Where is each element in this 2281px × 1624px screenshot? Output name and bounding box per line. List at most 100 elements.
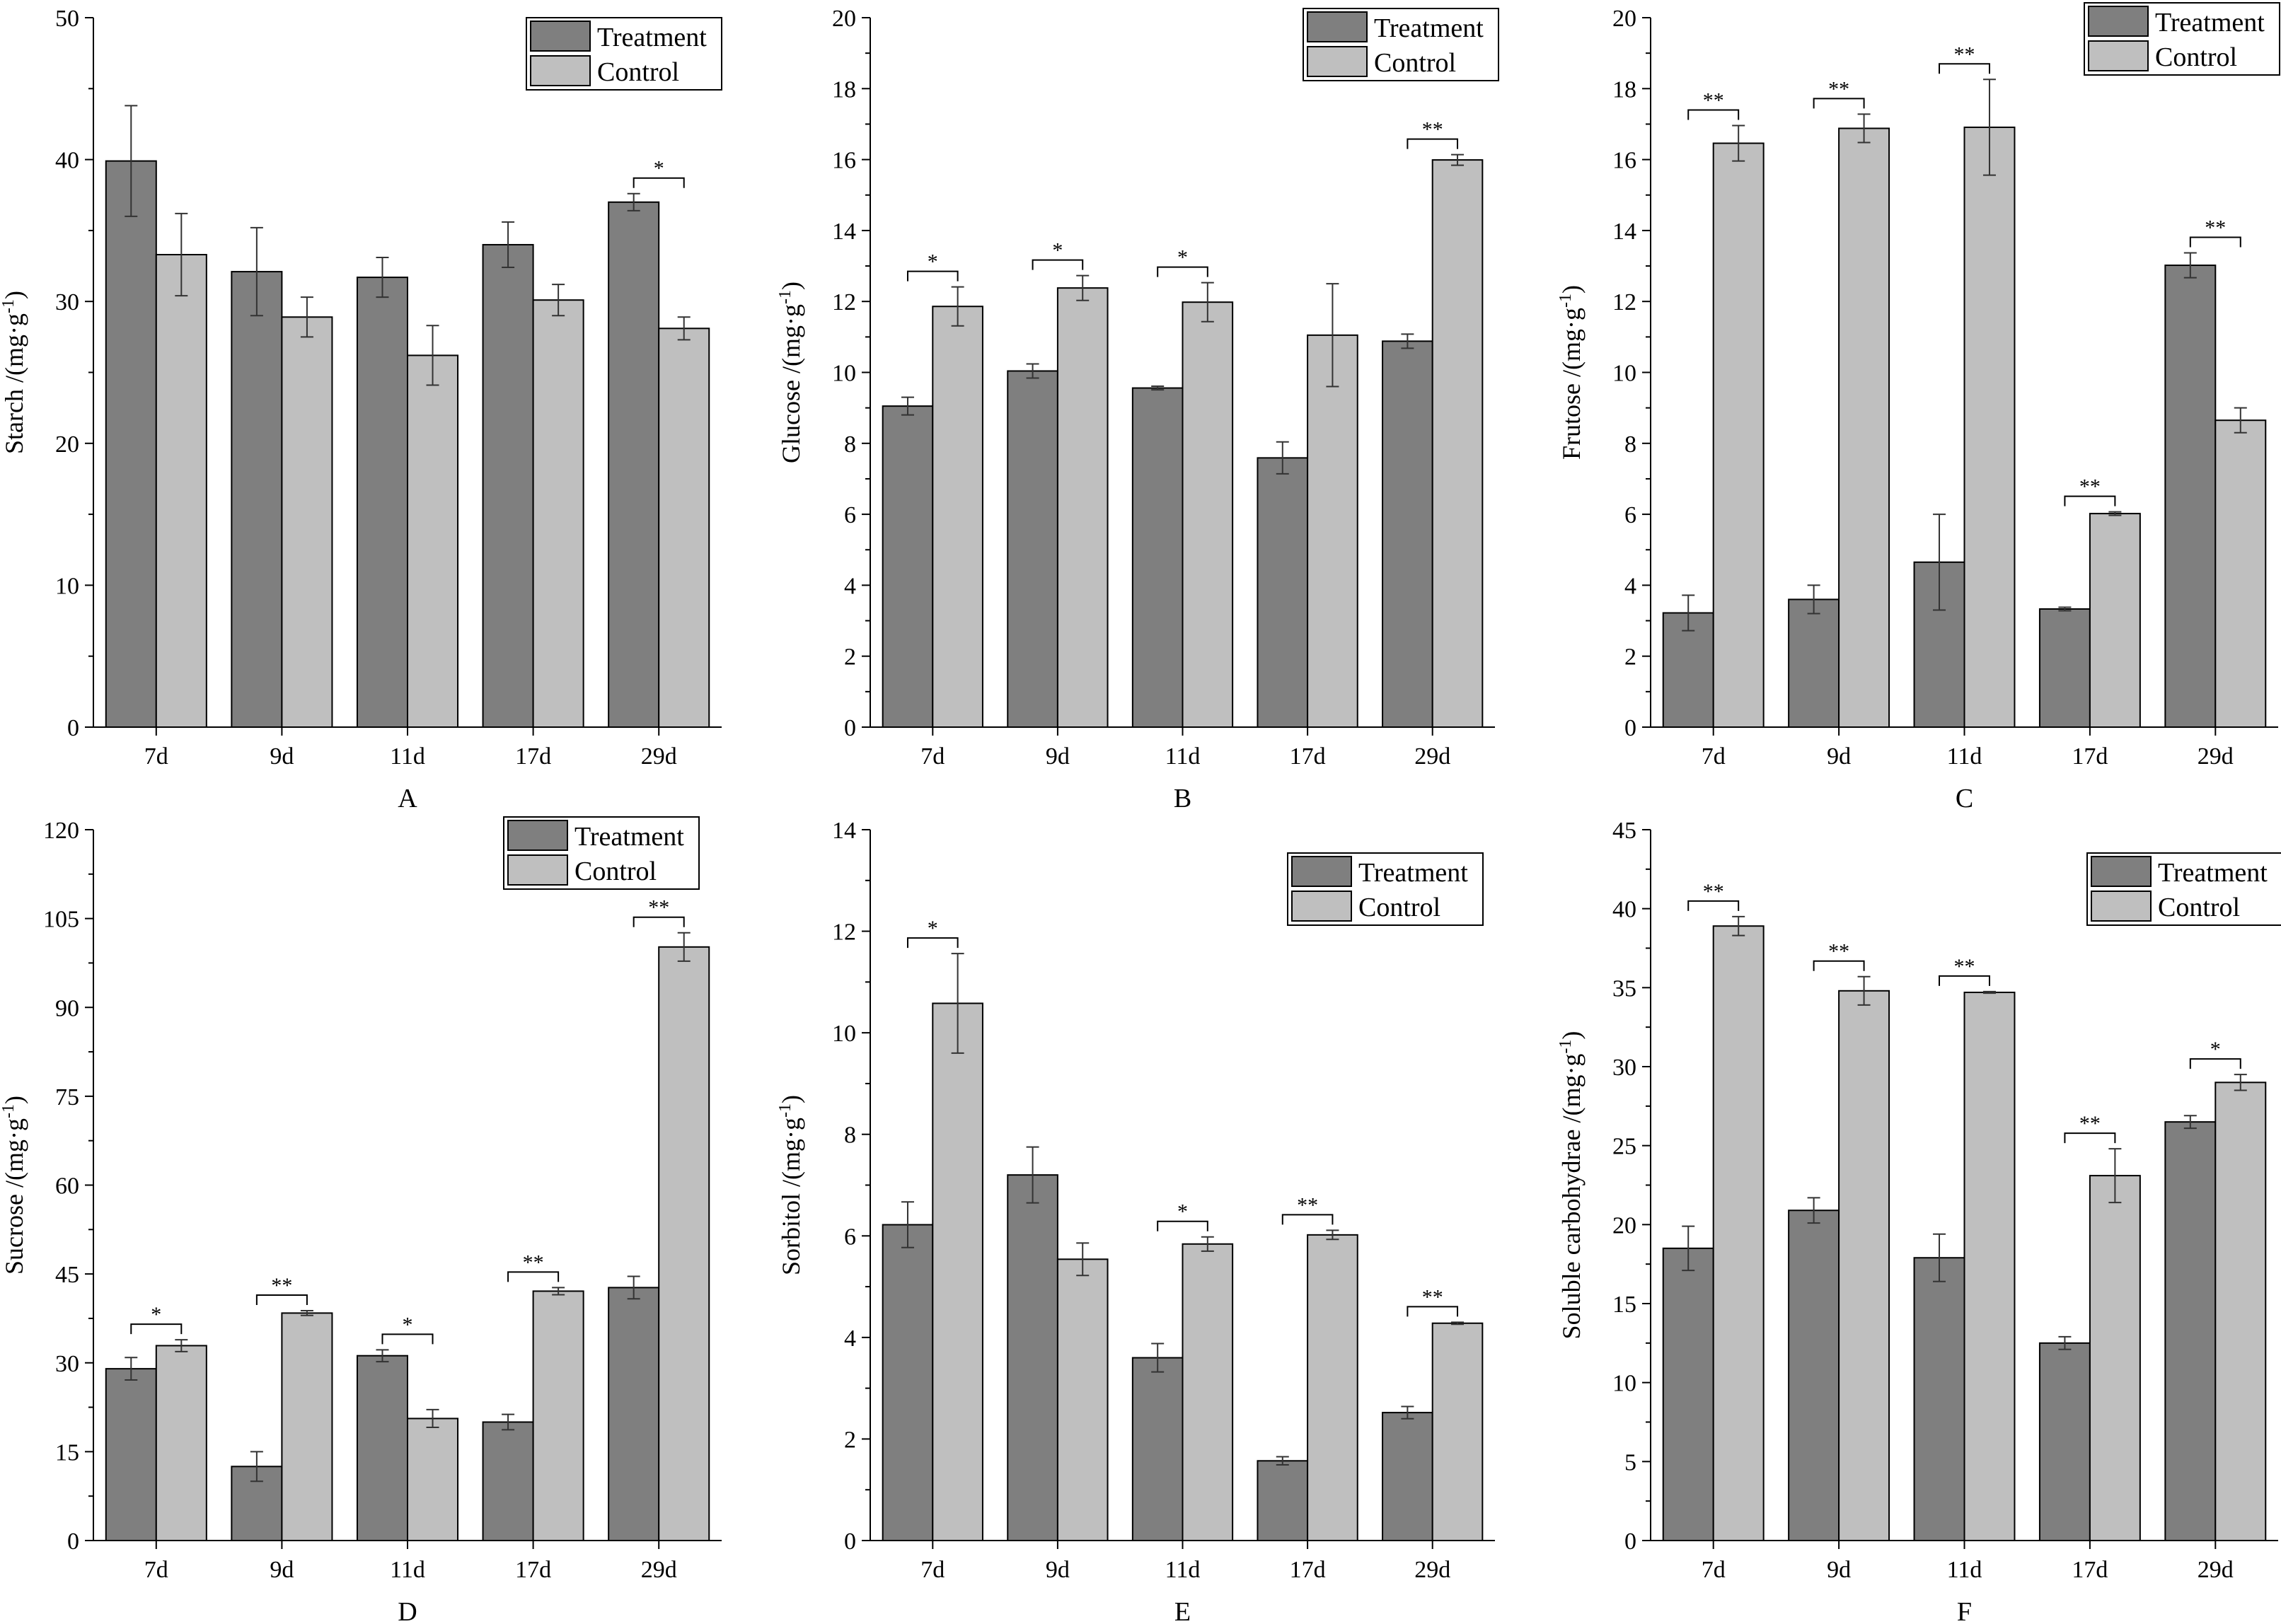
x-tick-label: 11d: [390, 743, 425, 770]
legend: Treatment Control: [1303, 8, 1499, 81]
significance-marker: *: [151, 1303, 161, 1326]
treatment-bar: [1131, 1357, 1184, 1541]
y-axis-title-main: Starch /(mg·g: [0, 313, 28, 454]
control-bar: [532, 299, 584, 729]
x-tick-label: 17d: [515, 1557, 551, 1583]
legend-label-treatment: Treatment: [2155, 8, 2265, 37]
significance-bracket: [381, 1333, 434, 1345]
legend-swatch-treatment: [1291, 856, 1352, 887]
x-tick-label: 17d: [1290, 1557, 1326, 1583]
legend-swatch-control: [1291, 891, 1352, 922]
x-tick-label: 9d: [270, 1557, 294, 1583]
y-tick-label: 30: [55, 1351, 79, 1377]
control-bar: [155, 1345, 207, 1542]
significance-marker: **: [1954, 955, 1975, 978]
panel-label: F: [1957, 1597, 1972, 1624]
control-bar: [2089, 513, 2141, 728]
treatment-bar: [1007, 370, 1058, 729]
y-tick-label: 60: [55, 1173, 79, 1200]
legend-label-treatment: Treatment: [597, 23, 707, 52]
legend-label-control: Control: [597, 57, 679, 87]
significance-marker: **: [1422, 1285, 1443, 1309]
y-tick-label: 120: [43, 818, 79, 844]
significance-marker: **: [2079, 475, 2101, 499]
treatment-bar: [1382, 340, 1433, 729]
legend: Treatment Control: [1287, 852, 1484, 926]
treatment-bar: [882, 405, 934, 729]
y-axis-title-superscript: -1: [1557, 1040, 1575, 1054]
control-bar: [658, 946, 710, 1541]
control-bar: [932, 306, 983, 728]
significance-bracket: [255, 1294, 308, 1306]
significance-bracket: [1813, 98, 1865, 109]
treatment-bar: [231, 271, 283, 729]
y-tick-label: 40: [1612, 897, 1636, 923]
significance-marker: **: [648, 896, 669, 920]
y-tick-label: 30: [1612, 1055, 1636, 1081]
y-tick-label: 14: [832, 818, 856, 844]
treatment-bar: [1382, 1412, 1433, 1541]
x-tick-label: 11d: [1947, 743, 1982, 770]
treatment-bar: [1913, 1257, 1965, 1541]
x-tick-label: 29d: [1414, 1557, 1450, 1583]
significance-marker: **: [1297, 1193, 1318, 1217]
y-tick-label: 2: [844, 644, 856, 671]
x-tick-label: 7d: [920, 743, 945, 770]
treatment-bar: [882, 1224, 934, 1541]
x-tick-label: 17d: [515, 743, 551, 770]
treatment-bar: [1788, 1210, 1840, 1541]
y-tick-label: 75: [55, 1084, 79, 1110]
x-tick-label: 9d: [1827, 743, 1851, 770]
y-tick-label: 25: [1612, 1134, 1636, 1160]
y-axis-title-end: ): [777, 1095, 805, 1103]
y-axis-title-main: Sucrose /(mg·g: [0, 1118, 28, 1275]
y-tick-label: 0: [67, 1529, 79, 1555]
control-bar: [2214, 419, 2267, 728]
panel-label: E: [1174, 1597, 1191, 1624]
chart-panel-b: 0 2 4 6 8 10 12 14 16 18 20 Glucose /(mg·g-1) 7d * 9d *…: [776, 6, 1499, 813]
control-bar: [1838, 127, 1890, 728]
significance-bracket: [1407, 138, 1459, 149]
significance-marker: *: [1052, 239, 1063, 262]
y-tick-label: 35: [1612, 975, 1636, 1002]
y-axis-title-main: Frutose /(mg·g: [1557, 308, 1586, 460]
significance-marker: **: [1422, 118, 1443, 141]
legend-label-treatment: Treatment: [1374, 13, 1484, 43]
y-tick-label: 20: [55, 431, 79, 458]
x-tick-label: 17d: [2072, 743, 2108, 770]
significance-bracket: [2064, 1132, 2116, 1144]
y-tick-label: 45: [55, 1262, 79, 1288]
chart-panel-f: 0 5 10 15 20 25 30 35 40 45 Soluble carbohydrae /(…: [1557, 818, 2281, 1624]
control-bar: [1307, 1234, 1358, 1541]
legend-swatch-treatment: [2091, 856, 2152, 887]
legend-label-treatment: Treatment: [2158, 858, 2268, 888]
control-bar: [281, 316, 333, 728]
significance-bracket: [1157, 266, 1208, 277]
y-axis-title-end: ): [777, 282, 805, 290]
legend-label-control: Control: [2158, 893, 2240, 922]
significance-bracket: [507, 1271, 560, 1282]
control-bar: [1182, 301, 1234, 728]
legend: Treatment Control: [2084, 2, 2280, 76]
legend-label-treatment: Treatment: [1358, 858, 1468, 888]
x-tick-label: 29d: [641, 743, 677, 770]
treatment-bar: [608, 1287, 660, 1541]
significance-marker: **: [2205, 216, 2226, 239]
control-bar: [1431, 159, 1484, 728]
y-tick-label: 12: [832, 289, 856, 315]
y-tick-label: 0: [1624, 1529, 1636, 1555]
significance-bracket: [130, 1323, 183, 1335]
control-bar: [2089, 1175, 2141, 1541]
y-tick-label: 20: [832, 6, 856, 32]
y-tick-label: 12: [1612, 289, 1636, 315]
y-tick-label: 16: [832, 148, 856, 174]
significance-marker: *: [2210, 1038, 2221, 1061]
control-bar: [2214, 1081, 2267, 1542]
y-axis-title-main: Sorbitol /(mg·g: [777, 1118, 805, 1275]
legend-label-control: Control: [1358, 893, 1440, 922]
x-tick-label: 11d: [1165, 1557, 1201, 1583]
y-tick-label: 18: [832, 76, 856, 103]
significance-marker: **: [1703, 88, 1724, 112]
x-tick-label: 29d: [641, 1557, 677, 1583]
significance-bracket: [1407, 1306, 1459, 1317]
